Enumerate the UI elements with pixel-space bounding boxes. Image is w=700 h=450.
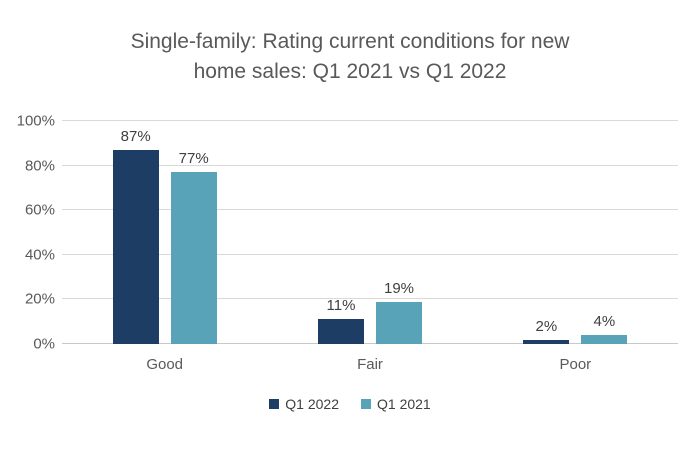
data-label: 11% xyxy=(326,297,356,315)
x-axis-category-label: Poor xyxy=(559,356,592,373)
gridline xyxy=(62,164,678,166)
bar-q1-2022-good xyxy=(112,150,159,344)
bar-q1-2021-good xyxy=(170,172,217,344)
plot-area: 87% 77% 11% 19% 2% 4% xyxy=(62,120,678,344)
data-label: 19% xyxy=(383,279,415,297)
legend-marker xyxy=(269,399,280,409)
legend-item-q1-2021: Q1 2021 xyxy=(361,396,431,412)
legend-item-q1-2022: Q1 2022 xyxy=(269,396,339,412)
gridline xyxy=(62,253,678,255)
x-axis-category-label: Good xyxy=(146,356,184,373)
x-axis-category-label: Fair xyxy=(357,356,383,373)
chart-title: Single-family: Rating current conditions… xyxy=(0,27,700,87)
chart-title-line-2: home sales: Q1 2021 vs Q1 2022 xyxy=(193,60,507,83)
bar-q1-2021-poor xyxy=(581,335,628,344)
bar-q1-2021-fair xyxy=(376,301,422,344)
data-label: 87% xyxy=(120,128,151,145)
y-axis: 0% 20% 40% 60% 80% 100% xyxy=(0,114,55,352)
legend-label: Q1 2022 xyxy=(285,396,339,412)
x-axis: Good Fair Poor xyxy=(62,356,678,376)
data-label: 4% xyxy=(593,313,616,331)
data-label: 77% xyxy=(178,150,209,168)
legend-label: Q1 2021 xyxy=(377,396,431,412)
gridline xyxy=(62,209,678,211)
bar-q1-2022-fair xyxy=(318,319,364,344)
data-label: 2% xyxy=(535,317,558,335)
y-axis-tick-label: 100% xyxy=(16,112,55,130)
y-axis-tick-label: 0% xyxy=(33,335,55,353)
legend: Q1 2022 Q1 2021 xyxy=(0,396,700,412)
y-axis-tick-label: 80% xyxy=(24,157,55,175)
gridline xyxy=(62,120,678,121)
x-axis-line xyxy=(62,343,678,344)
legend-marker xyxy=(361,399,371,409)
y-axis-tick-label: 60% xyxy=(24,201,55,219)
bar-q1-2022-poor xyxy=(523,339,570,344)
y-axis-tick-label: 20% xyxy=(24,290,55,308)
y-axis-tick-label: 40% xyxy=(24,246,55,264)
gridline xyxy=(62,298,678,300)
chart-title-line-1: Single-family: Rating current conditions… xyxy=(130,30,570,53)
